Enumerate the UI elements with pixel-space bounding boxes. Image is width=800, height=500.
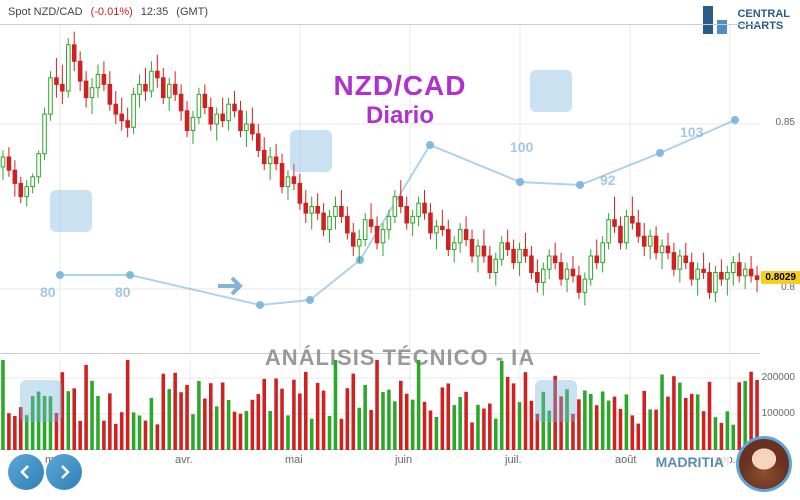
- instrument-name: Spot NZD/CAD: [8, 6, 83, 18]
- indicator-value: 80: [40, 284, 56, 300]
- indicator-value: 92: [600, 172, 616, 188]
- watermark-icon: [20, 380, 62, 422]
- watermark-icon: [210, 265, 252, 307]
- volume-chart[interactable]: [0, 360, 760, 450]
- timezone: (GMT): [176, 6, 208, 18]
- indicator-value: 100: [510, 139, 533, 155]
- price-chart[interactable]: [0, 24, 760, 354]
- price-axis: 0.80.850.8029: [760, 24, 800, 354]
- watermark-icon: [290, 130, 332, 172]
- assistant-avatar[interactable]: [736, 436, 792, 492]
- watermark-brand: MADRITIA: [650, 452, 730, 472]
- watermark-icon: [530, 70, 572, 112]
- indicator-value: 80: [115, 284, 131, 300]
- month-label: juil.: [505, 454, 522, 466]
- watermark-icon: [535, 380, 577, 422]
- nav-prev-button[interactable]: [8, 454, 44, 490]
- month-label: juin: [395, 454, 412, 466]
- indicator-value: 103: [680, 124, 703, 140]
- price-change: (-0.01%): [91, 6, 133, 18]
- month-label: avr.: [175, 454, 193, 466]
- month-label: août: [615, 454, 636, 466]
- nav-next-button[interactable]: [46, 454, 82, 490]
- current-price-badge: 0.8029: [761, 271, 800, 284]
- nav-arrows: [8, 454, 82, 490]
- chart-header: Spot NZD/CAD (-0.01%) 12:35 (GMT): [0, 0, 800, 24]
- timestamp: 12:35: [141, 6, 169, 18]
- watermark-icon: [50, 190, 92, 232]
- time-axis: marsavr.maijuinjuil.aoûtsep.: [0, 450, 760, 470]
- month-label: mai: [285, 454, 303, 466]
